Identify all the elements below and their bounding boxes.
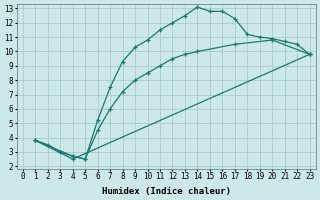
X-axis label: Humidex (Indice chaleur): Humidex (Indice chaleur) — [102, 187, 231, 196]
